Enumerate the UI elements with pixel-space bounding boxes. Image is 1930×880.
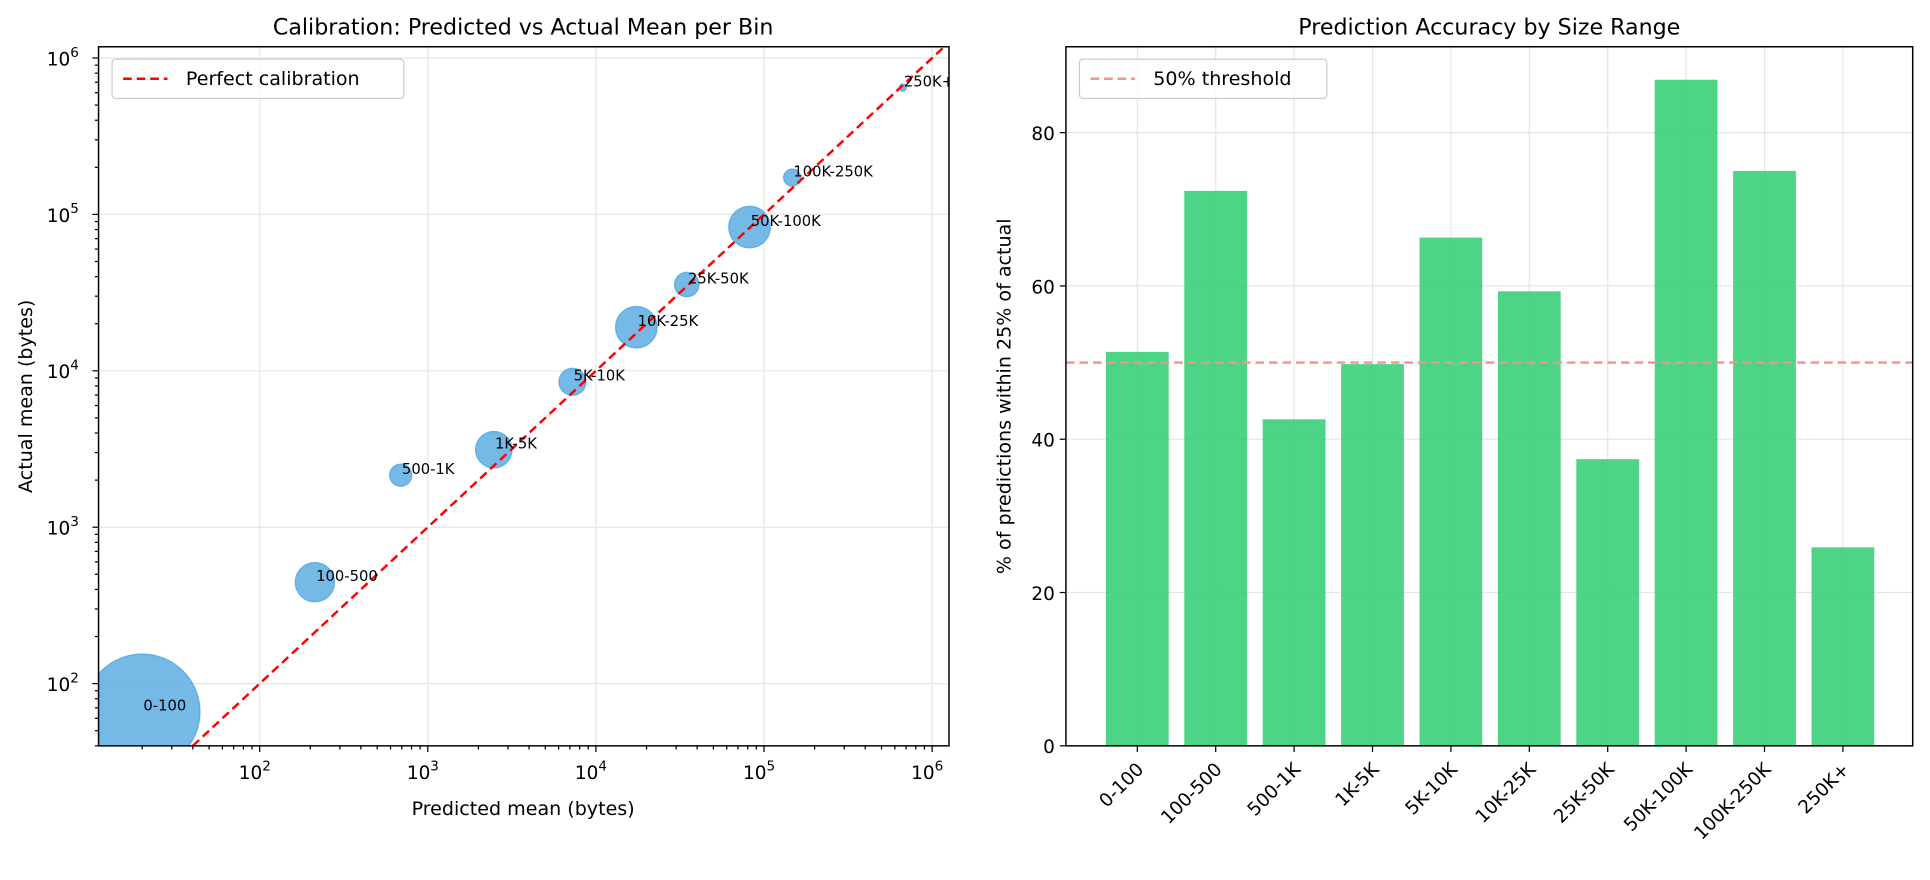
y-tick-label: 80	[1031, 124, 1054, 145]
scatter-point	[388, 463, 413, 487]
y-tick-label: 103	[47, 514, 79, 540]
accuracy-chart: Prediction Accuracy by Size Range % of p…	[994, 14, 1914, 845]
point-label: 100-500	[316, 568, 378, 585]
x-tick-label: 100K-250K	[1690, 759, 1776, 845]
y-tick-label: 105	[47, 201, 79, 227]
bar	[1811, 547, 1875, 746]
scatter-point	[614, 305, 658, 349]
x-tick-label: 50K-100K	[1620, 759, 1697, 836]
calibration-ylabel: Actual mean (bytes)	[15, 300, 37, 493]
bar	[1419, 237, 1483, 746]
point-label: 500-1K	[402, 461, 455, 478]
y-tick-label: 0	[1043, 737, 1055, 758]
y-tick-label: 104	[47, 358, 79, 384]
legend-box	[111, 58, 405, 100]
x-tick-label: 10K-25K	[1472, 759, 1541, 828]
plot-area: 0-100 100-500 500-1K 1K-5K 5K-10K 10K-25K 25K-…	[98, 46, 954, 746]
scatter-point	[98, 653, 201, 746]
point-label: 1K-5K	[495, 435, 537, 452]
point-label: 50K-100K	[751, 213, 821, 230]
accuracy-title: Prediction Accuracy by Size Range	[1298, 14, 1680, 40]
scatter-point	[294, 561, 336, 603]
point-label: 10K-25K	[638, 313, 699, 330]
bar	[1654, 79, 1718, 746]
legend: 50% threshold	[1078, 58, 1328, 100]
calibration-title: Calibration: Predicted vs Actual Mean pe…	[273, 14, 774, 40]
bar	[1341, 364, 1404, 746]
x-tick-label: 500-1K	[1244, 759, 1306, 821]
point-label: 5K-10K	[574, 368, 626, 385]
y-tick-label: 106	[47, 45, 79, 71]
point-label: 25K-50K	[688, 270, 749, 287]
x-tick-label: 1K-5K	[1332, 759, 1385, 812]
axes-frame	[97, 46, 950, 747]
y-tick-label: 40	[1031, 431, 1054, 452]
bar	[1262, 419, 1326, 746]
bar	[1105, 351, 1169, 746]
axes-frame	[1065, 46, 1914, 747]
x-tick-label: 103	[407, 758, 439, 784]
perfect-calibration-line	[191, 46, 946, 746]
legend: Perfect calibration	[111, 58, 405, 100]
accuracy-ylabel: % of predictions within 25% of actual	[994, 218, 1016, 574]
x-tick-label: 104	[575, 758, 607, 784]
x-tick-label: 102	[239, 758, 271, 784]
x-tick-label: 105	[743, 758, 775, 784]
legend-label: Perfect calibration	[186, 68, 360, 90]
calibration-xlabel: Predicted mean (bytes)	[412, 798, 635, 820]
y-tick-label: 20	[1031, 584, 1054, 605]
point-label: 0-100	[143, 698, 186, 715]
bar	[1497, 291, 1561, 746]
y-tick-label: 102	[47, 670, 79, 696]
y-tick-label: 60	[1031, 277, 1054, 298]
point-label: 250K+	[904, 73, 954, 90]
calibration-chart: Calibration: Predicted vs Actual Mean pe…	[15, 14, 954, 820]
legend-label: 50% threshold	[1153, 68, 1291, 90]
bar	[1576, 459, 1640, 746]
x-tick-label: 0-100	[1095, 759, 1148, 812]
x-tick-label: 250K+	[1795, 759, 1854, 818]
x-tick-label: 106	[911, 758, 943, 784]
bar	[1733, 170, 1796, 746]
point-label: 100K-250K	[793, 163, 873, 180]
scatter-point	[782, 168, 802, 187]
bar	[1184, 190, 1248, 746]
x-tick-label: 5K-10K	[1402, 759, 1463, 820]
x-tick-label: 100-500	[1157, 759, 1226, 828]
x-tick-label: 25K-50K	[1550, 759, 1619, 828]
legend-box	[1078, 58, 1328, 100]
scatter-point	[558, 367, 587, 397]
